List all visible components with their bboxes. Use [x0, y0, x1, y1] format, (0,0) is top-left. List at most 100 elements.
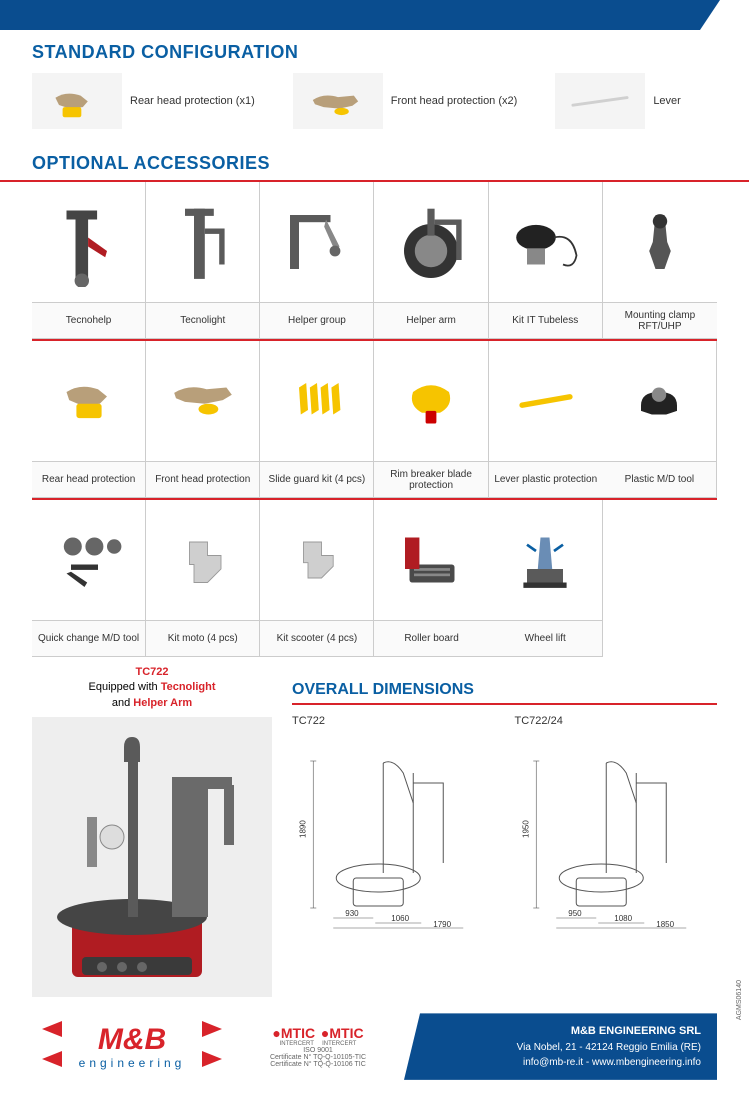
accessory-label: Roller board: [374, 620, 488, 656]
svg-text:1790: 1790: [433, 920, 451, 929]
top-banner: [0, 0, 749, 30]
accessory-label: Slide guard kit (4 pcs): [260, 461, 373, 497]
product-accent1: Tecnolight: [161, 681, 216, 693]
product-line2: and: [112, 697, 133, 709]
accessory-label: Tecnohelp: [32, 302, 145, 338]
product-model: TC722: [135, 666, 168, 678]
cert-logo-1: ●MTIC: [272, 1025, 315, 1041]
footer-info: M&B ENGINEERING SRL Via Nobel, 21 - 4212…: [404, 1013, 717, 1080]
accessory-cell: Helper group: [260, 182, 374, 339]
accessory-cell: [603, 500, 717, 657]
product-image: [32, 717, 272, 997]
std-thumb-rear-head: [32, 73, 122, 129]
accessory-cell: Kit IT Tubeless: [489, 182, 603, 339]
accessory-label: Wheel lift: [489, 620, 602, 656]
accessory-cell: Mounting clamp RFT/UHP: [603, 182, 717, 339]
product-column: TC722 Equipped with Tecnolight and Helpe…: [32, 665, 272, 997]
svg-text:1890: 1890: [298, 820, 307, 838]
svg-text:930: 930: [345, 909, 359, 918]
accessory-image: [603, 341, 716, 461]
std-item: Rear head protection (x1): [32, 73, 255, 129]
cert-cert1: Certificate N° TQ-Q-10105-TIC: [248, 1054, 388, 1061]
accessory-image: [146, 500, 259, 620]
accessory-cell: Kit scooter (4 pcs): [260, 500, 374, 657]
dimension-drawing: 1950 950 1080 1850: [515, 733, 718, 938]
accessory-label: Rim breaker blade protection: [374, 461, 487, 497]
accessory-cell: Plastic M/D tool: [603, 341, 717, 498]
accessory-label: Front head protection: [146, 461, 259, 497]
svg-text:1060: 1060: [391, 914, 409, 923]
svg-text:950: 950: [568, 909, 582, 918]
accessory-image: [489, 500, 602, 620]
accessory-image: [489, 182, 602, 302]
accessory-label: Lever plastic protection: [489, 461, 603, 497]
dimension-model: TC722/24: [515, 715, 718, 727]
accessory-image: [489, 341, 603, 461]
product-title: TC722 Equipped with Tecnolight and Helpe…: [32, 665, 272, 711]
std-item: Front head protection (x2): [293, 73, 518, 129]
accessory-cell: Kit moto (4 pcs): [146, 500, 260, 657]
cert-logos: ●MTIC ●MTIC: [248, 1025, 388, 1041]
std-label: Lever: [653, 95, 681, 107]
std-thumb-front-head: [293, 73, 383, 129]
heading-standard: STANDARD CONFIGURATION: [0, 30, 749, 69]
accessory-label: Helper arm: [374, 302, 487, 338]
svg-text:1850: 1850: [656, 920, 674, 929]
svg-text:1950: 1950: [521, 820, 530, 838]
accessory-label: Quick change M/D tool: [32, 620, 145, 656]
dimensions-column: OVERALL DIMENSIONS TC722189093010601790T…: [292, 665, 717, 997]
std-item: Lever: [555, 73, 681, 129]
heading-optional: OPTIONAL ACCESSORIES: [0, 141, 749, 180]
dimension-model: TC722: [292, 715, 495, 727]
accessory-image: [374, 500, 488, 620]
accessory-image: [260, 182, 373, 302]
svg-text:M&B: M&B: [98, 1023, 166, 1056]
svg-text:1080: 1080: [614, 914, 632, 923]
accessory-label: Rear head protection: [32, 461, 145, 497]
accessory-cell: Wheel lift: [489, 500, 603, 657]
cert-block: ●MTIC ●MTIC INTERCERT INTERCERT ISO 9001…: [248, 1025, 388, 1068]
accessory-image: [603, 182, 717, 302]
footer: M&B engineering ●MTIC ●MTIC INTERCERT IN…: [0, 1005, 749, 1100]
accessory-image: [32, 500, 145, 620]
accessory-image: [146, 341, 259, 461]
accessory-image: [374, 182, 487, 302]
footer-company: M&B ENGINEERING SRL: [420, 1023, 701, 1040]
doc-code: AGMS06140: [736, 980, 743, 1020]
std-thumb-lever: [555, 73, 645, 129]
accessory-label: Tecnolight: [146, 302, 259, 338]
accessory-image: [146, 182, 259, 302]
dims-underline: [292, 703, 717, 705]
accessory-image: [32, 182, 145, 302]
accessory-image: [32, 341, 145, 461]
accessory-image: [374, 341, 487, 461]
heading-dimensions: OVERALL DIMENSIONS: [292, 665, 717, 703]
dimension-item: TC722 1890 930 1060 1790: [292, 715, 495, 938]
product-accent2: Helper Arm: [133, 697, 192, 709]
accessory-cell: Quick change M/D tool: [32, 500, 146, 657]
dimension-drawing: 1890 930 1060 1790: [292, 733, 495, 938]
accessory-cell: Tecnohelp: [32, 182, 146, 339]
cert-logo-2: ●MTIC: [321, 1025, 364, 1041]
footer-contact: info@mb-re.it - www.mbengineering.info: [420, 1055, 701, 1070]
logo-mb-svg: M&B engineering: [32, 1011, 232, 1077]
accessory-cell: Lever plastic protection: [489, 341, 603, 498]
accessory-cell: Tecnolight: [146, 182, 260, 339]
accessory-label: Mounting clamp RFT/UHP: [603, 302, 717, 338]
dimensions-row: TC722189093010601790TC722/24195095010801…: [292, 715, 717, 938]
std-label: Rear head protection (x1): [130, 95, 255, 107]
footer-address: Via Nobel, 21 - 42124 Reggio Emilia (RE): [420, 1040, 701, 1055]
standard-config-row: Rear head protection (x1) Front head pro…: [0, 69, 749, 141]
accessories-grid: TecnohelpTecnolightHelper groupHelper ar…: [0, 180, 749, 657]
dimension-item: TC722/24 1950 950 1080 1850: [515, 715, 718, 938]
cert-cert2: Certificate N° TQ-Q-10106 TIC: [248, 1061, 388, 1068]
accessory-cell: Helper arm: [374, 182, 488, 339]
std-label: Front head protection (x2): [391, 95, 518, 107]
accessory-cell: Front head protection: [146, 341, 260, 498]
accessory-label: Kit IT Tubeless: [489, 302, 602, 338]
accessory-label: Kit moto (4 pcs): [146, 620, 259, 656]
accessory-label: Plastic M/D tool: [603, 461, 716, 497]
product-line1: Equipped with: [89, 681, 161, 693]
lower-section: TC722 Equipped with Tecnolight and Helpe…: [0, 657, 749, 1005]
svg-text:engineering: engineering: [79, 1056, 186, 1070]
